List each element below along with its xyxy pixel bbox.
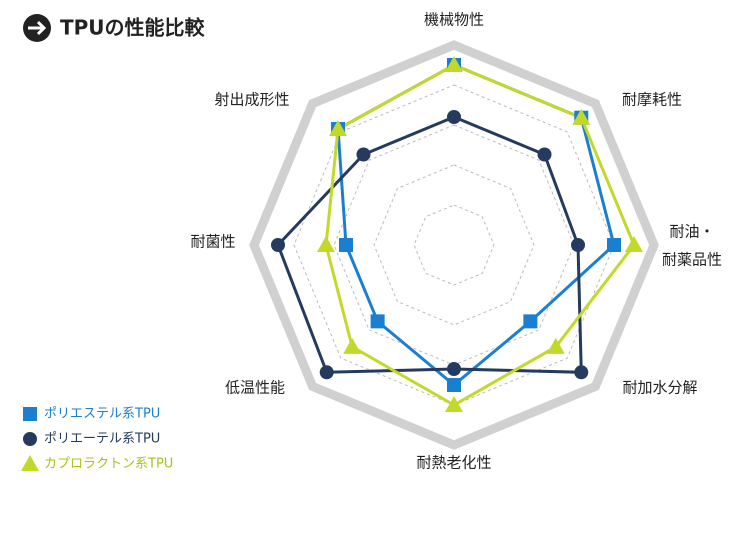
axis-label: 低温性能 — [225, 379, 285, 397]
axis-label: 耐摩耗性 — [622, 91, 682, 109]
axis-label: 耐熱老化性 — [416, 454, 491, 472]
marker — [271, 238, 285, 252]
marker — [445, 396, 463, 412]
chart-title: TPUの性能比較 — [60, 16, 206, 40]
legend-label: ポリエーテル系TPU — [44, 432, 160, 447]
grid-ring — [333, 124, 575, 366]
marker — [317, 236, 335, 252]
marker — [625, 236, 643, 252]
title-icon-arrow — [28, 20, 47, 36]
marker — [319, 365, 334, 380]
marker — [356, 147, 371, 162]
marker — [572, 108, 591, 125]
axis-label: 機械物性 — [424, 11, 484, 29]
marker — [370, 314, 385, 329]
marker — [23, 407, 37, 421]
marker — [447, 362, 461, 376]
axis-label: 耐菌性 — [190, 233, 235, 251]
marker — [523, 314, 538, 329]
marker — [607, 238, 621, 252]
grid-ring — [249, 40, 659, 450]
axis-label: 耐加水分解 — [622, 379, 697, 397]
marker — [329, 120, 348, 137]
marker — [447, 378, 461, 392]
legend-label: カプロラクトン系TPU — [44, 457, 173, 472]
axis-label: 射出成形性 — [214, 91, 289, 109]
marker — [343, 337, 362, 354]
grid-ring — [413, 204, 495, 286]
marker — [21, 455, 39, 471]
marker — [571, 238, 585, 252]
marker — [546, 337, 565, 354]
marker — [537, 147, 552, 162]
marker — [447, 110, 461, 124]
marker — [23, 432, 37, 446]
marker — [445, 56, 463, 72]
grid-ring — [293, 84, 615, 406]
marker — [574, 365, 589, 380]
legend-label: ポリエステル系TPU — [44, 407, 160, 422]
axis-label: 耐油・ — [669, 223, 714, 241]
grid-ring — [373, 164, 535, 326]
marker — [339, 238, 353, 252]
axis-label: 耐薬品性 — [662, 251, 722, 269]
